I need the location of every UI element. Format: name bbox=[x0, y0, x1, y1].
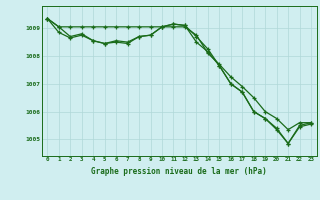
X-axis label: Graphe pression niveau de la mer (hPa): Graphe pression niveau de la mer (hPa) bbox=[91, 167, 267, 176]
